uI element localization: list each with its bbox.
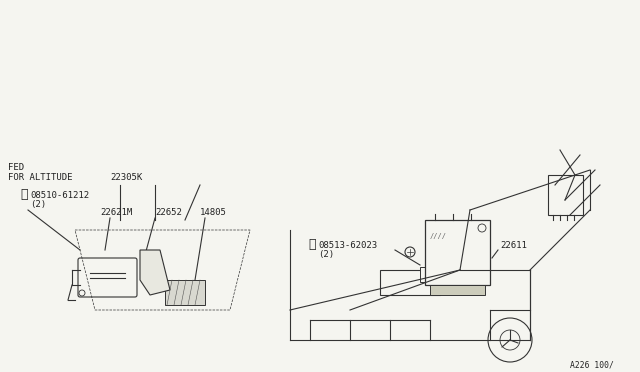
Circle shape [149, 254, 155, 260]
Text: 08513-62023: 08513-62023 [318, 241, 377, 250]
Circle shape [500, 330, 520, 350]
FancyBboxPatch shape [420, 267, 445, 282]
Text: A226 100/: A226 100/ [570, 361, 614, 370]
Text: 22305K: 22305K [110, 173, 142, 182]
Text: 08510-61212: 08510-61212 [30, 191, 89, 200]
Polygon shape [140, 250, 170, 295]
Circle shape [488, 318, 532, 362]
FancyBboxPatch shape [380, 270, 440, 295]
Text: 22621M: 22621M [100, 208, 132, 217]
Text: (2): (2) [318, 250, 334, 259]
Text: ////: //// [430, 233, 447, 239]
Text: Ⓢ: Ⓢ [20, 188, 28, 201]
Text: 22652: 22652 [155, 208, 182, 217]
FancyBboxPatch shape [430, 285, 485, 295]
FancyBboxPatch shape [425, 220, 490, 285]
Text: 22611: 22611 [500, 241, 527, 250]
Text: (2): (2) [30, 200, 46, 209]
FancyBboxPatch shape [548, 175, 583, 215]
Text: FED: FED [8, 163, 24, 172]
Text: Ⓢ: Ⓢ [308, 238, 316, 251]
Circle shape [152, 275, 158, 281]
Text: FOR ALTITUDE: FOR ALTITUDE [8, 173, 72, 182]
FancyBboxPatch shape [165, 280, 205, 305]
Text: 14805: 14805 [200, 208, 227, 217]
Circle shape [405, 247, 415, 257]
FancyBboxPatch shape [78, 258, 137, 297]
Circle shape [79, 290, 85, 296]
Circle shape [478, 224, 486, 232]
